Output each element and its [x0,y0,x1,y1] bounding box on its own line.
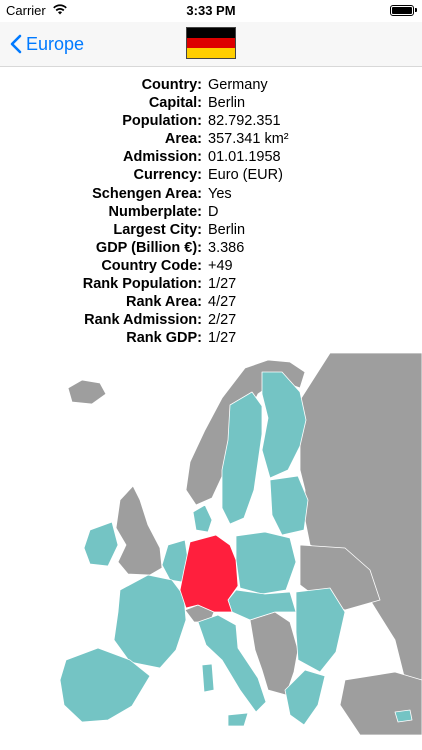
romania-bulgaria-region[interactable] [295,587,346,673]
detail-label: Country: [141,77,202,93]
baltics-region[interactable] [269,475,309,536]
cyprus-region[interactable] [394,709,413,723]
detail-label: Admission: [123,149,202,166]
detail-label: Area: [164,131,202,148]
detail-value: Yes [208,185,232,202]
detail-row: Admission: 01.01.1958 [0,148,422,166]
detail-value: 357.341 km² [208,131,289,148]
sicily-region[interactable] [227,712,249,727]
detail-value: 2/27 [208,312,237,329]
detail-row: Schengen Area: Yes [0,185,422,203]
battery-icon [390,5,417,16]
detail-value: Berlin [208,95,246,112]
sweden-region[interactable] [221,391,263,525]
denmark-region[interactable] [192,504,213,533]
detail-label: Rank Area: [125,294,202,311]
navigation-bar: Europe [0,22,422,67]
detail-row: GDP (Billion €): 3.386 [0,239,422,257]
detail-row: Numberplate: D [0,203,422,221]
detail-value: 1/27 [208,276,237,293]
detail-label: Schengen Area: [92,185,202,202]
detail-label: Population: [122,113,202,130]
italy-region[interactable] [197,614,267,713]
detail-label: Capital: [148,95,202,112]
germany-region[interactable] [179,534,239,613]
detail-row: Rank GDP: 1/27 [0,329,422,347]
detail-row: Largest City: Berlin [0,221,422,239]
detail-label: Largest City: [113,221,202,238]
flag-stripe-red [187,38,235,48]
france-region[interactable] [113,574,187,669]
detail-label: GDP (Billion €): [95,239,202,256]
detail-row: Capital: Berlin [0,94,422,112]
detail-row: Rank Admission: 2/27 [0,311,422,329]
detail-value: D [208,203,219,220]
detail-value: 82.792.351 [208,113,281,130]
detail-label: Rank Admission: [84,312,202,329]
detail-value: Germany [208,77,268,93]
sardinia-region[interactable] [201,663,215,693]
greece-region[interactable] [284,669,326,726]
detail-value: 1/27 [208,330,237,347]
chevron-left-icon [10,34,22,54]
iberia-region[interactable] [59,647,151,723]
detail-value: 3.386 [208,239,245,256]
poland-region[interactable] [235,531,297,595]
ireland-region[interactable] [83,521,119,567]
detail-row: Area: 357.341 km² [0,130,422,148]
detail-label: Rank GDP: [126,330,202,347]
detail-label: Rank Population: [82,276,202,293]
detail-value: 01.01.1958 [208,149,281,166]
finland-region[interactable] [261,371,307,479]
detail-value: 4/27 [208,294,237,311]
detail-label: Country Code: [101,257,202,274]
detail-value: +49 [208,257,233,274]
iceland-region[interactable] [67,379,107,405]
central-europe-region[interactable] [227,589,297,621]
back-button-label: Europe [26,33,85,54]
status-time: 3:33 PM [186,3,236,18]
detail-label: Numberplate: [108,203,202,220]
country-details: Country: Germany Capital: Berlin Population:… [0,76,422,347]
detail-row: Rank Area: 4/27 [0,293,422,311]
flag-stripe-gold [187,48,235,58]
carrier-label: Carrier [6,3,46,18]
germany-flag [186,27,236,59]
detail-row: Country Code: +49 [0,257,422,275]
great-britain-region[interactable] [115,485,163,576]
europe-map[interactable] [50,353,422,735]
status-bar: Carrier 3:33 PM [0,0,422,22]
detail-value: Berlin [208,221,246,238]
detail-row: Rank Population: 1/27 [0,275,422,293]
wifi-icon [52,3,68,18]
flag-stripe-black [187,28,235,38]
detail-label: Currency: [133,167,203,184]
detail-row: Population: 82.792.351 [0,112,422,130]
detail-row: Currency: Euro (EUR) [0,166,422,184]
back-button[interactable]: Europe [10,32,84,56]
detail-value: Euro (EUR) [208,167,283,184]
balkans-region[interactable] [249,611,299,696]
detail-row: Country: Germany [0,76,422,94]
turkey-region[interactable] [339,671,422,735]
